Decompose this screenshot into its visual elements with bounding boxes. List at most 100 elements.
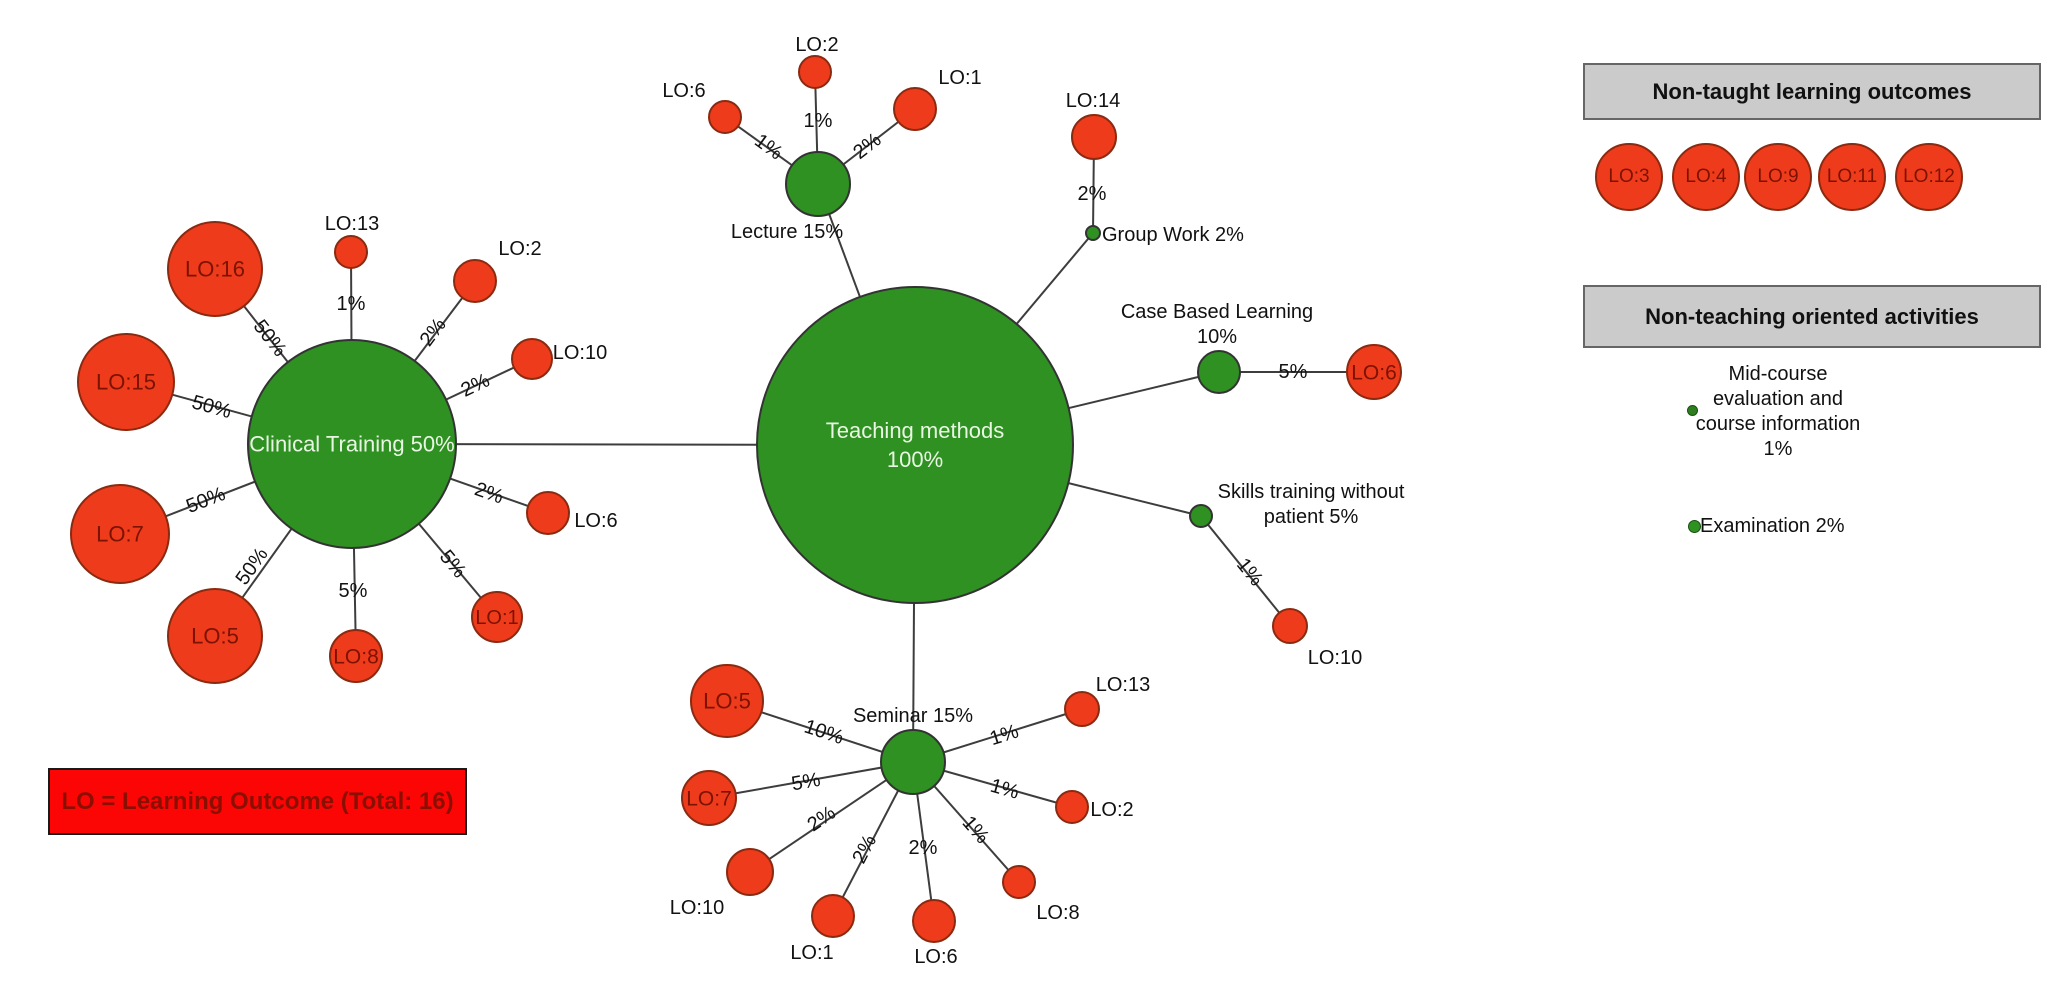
midcourse-line: evaluation and [1712,388,1844,410]
node-label-lecture: Lecture 15% [731,221,844,243]
edge-weight-label-seminar-se7: 5% [790,769,823,796]
node-label-clinical: Clinical Training 50% [249,432,454,457]
node-label-cb6: LO:6 [1351,361,1397,384]
node-c13 [334,235,368,269]
node-label-se10: LO:10 [670,897,724,919]
node-se13 [1064,691,1100,727]
node-groupwork [1085,225,1101,241]
node-label-casebased: Case Based Learning [1121,301,1313,323]
node-label-skills: patient 5% [1264,506,1359,528]
node-l6 [708,100,742,134]
edge-weight-label-clinical-c8: 5% [339,580,368,602]
node-se1 [811,894,855,938]
edge-weight-label-clinical-c7: 50% [183,483,228,518]
node-label-se2: LO:2 [1090,799,1133,821]
node-se2 [1055,790,1089,824]
edge-weight-label-casebased-cb6: 5% [1279,361,1308,383]
edge-weight-label-clinical-c1: 5% [435,546,471,582]
non-taught-lo-circle: LO:12 [1895,143,1963,211]
non-taught-lo-circle: LO:11 [1818,143,1886,211]
node-label-c15: LO:15 [96,370,156,395]
node-c15 [77,333,175,431]
activity-examination: Examination 2% [1688,515,1845,538]
edge-weight-label-lecture-l6: 1% [750,130,786,165]
node-lecture [785,151,851,217]
node-g14 [1071,114,1117,160]
node-seminar [880,729,946,795]
node-label-c8: LO:8 [333,645,379,668]
node-c1 [471,591,523,643]
node-se5 [690,664,764,738]
node-skills [1189,504,1213,528]
non-taught-lo-circle: LO:3 [1595,143,1663,211]
edge-skills-s10 [1200,515,1291,627]
node-label-c2: LO:2 [498,238,541,260]
non-taught-outcomes-header: Non-taught learning outcomes [1583,63,2041,120]
node-c5 [167,588,263,684]
edge-weight-label-seminar-se6: 2% [909,837,938,859]
edge-weight-label-seminar-se13: 1% [987,720,1021,750]
midcourse-line: course information [1695,413,1861,435]
node-label-casebased: 10% [1197,326,1237,348]
node-l1 [893,87,937,131]
node-teaching [756,286,1074,604]
node-label-c1: LO:1 [475,607,518,629]
node-label-teaching: 100% [887,447,943,472]
activity-midcourse-evaluation: Mid-course evaluation and course informa… [1650,362,1906,462]
edge-weight-label-lecture-l1: 2% [849,129,885,164]
node-c8 [329,629,383,683]
edge-weight-label-clinical-c15: 50% [189,391,234,423]
node-cb6 [1346,344,1402,400]
node-label-g14: LO:14 [1066,90,1120,112]
non-taught-lo-circle: LO:9 [1744,143,1812,211]
edge-weight-label-clinical-c16: 50% [249,316,291,361]
edge-weight-label-seminar-se5: 10% [801,716,846,749]
legend-box: LO = Learning Outcome (Total: 16) [48,768,467,835]
edge-weight-label-clinical-c5: 50% [232,544,273,590]
node-se8 [1002,865,1036,899]
node-label-c5: LO:5 [191,624,239,649]
node-label-c10: LO:10 [553,342,607,364]
edge-weight-label-clinical-c6: 2% [472,478,507,508]
midcourse-line: Mid-course [1728,363,1828,385]
edge-weight-label-clinical-c10: 2% [458,369,494,401]
node-label-l2: LO:2 [795,34,838,56]
node-label-skills: Skills training without [1218,481,1405,503]
node-l2 [798,55,832,89]
node-s10 [1272,608,1308,644]
edge-weight-label-groupwork-g14: 2% [1078,183,1107,205]
node-label-c13: LO:13 [325,213,379,235]
edge-weight-label-clinical-c13: 1% [337,293,366,315]
edge-weight-label-seminar-se1: 2% [848,831,881,867]
node-label-se6: LO:6 [914,946,957,968]
midcourse-line: 1% [1763,438,1793,460]
node-clinical [247,339,457,549]
node-casebased [1197,350,1241,394]
node-label-se13: LO:13 [1096,674,1150,696]
node-label-s10: LO:10 [1308,647,1362,669]
node-label-c16: LO:16 [185,257,245,282]
node-c6 [526,491,570,535]
node-label-c7: LO:7 [96,522,144,547]
edge-weight-label-lecture-l2: 1% [804,110,833,132]
node-label-c6: LO:6 [574,510,617,532]
node-label-l6: LO:6 [662,80,705,102]
node-c10 [511,338,553,380]
node-label-se5: LO:5 [703,689,751,714]
node-c7 [70,484,170,584]
edge-weight-label-seminar-se2: 1% [988,775,1022,804]
node-label-seminar: Seminar 15% [853,705,973,727]
node-se7 [681,770,737,826]
node-label-groupwork: Group Work 2% [1102,224,1244,246]
node-label-se8: LO:8 [1036,902,1079,924]
node-label-teaching: Teaching methods [826,418,1005,443]
midcourse-dot-icon [1687,405,1698,416]
node-label-l1: LO:1 [938,67,981,89]
node-se6 [912,899,956,943]
node-se10 [726,848,774,896]
node-c16 [167,221,263,317]
node-c2 [453,259,497,303]
edge-seminar-se7 [708,761,914,799]
